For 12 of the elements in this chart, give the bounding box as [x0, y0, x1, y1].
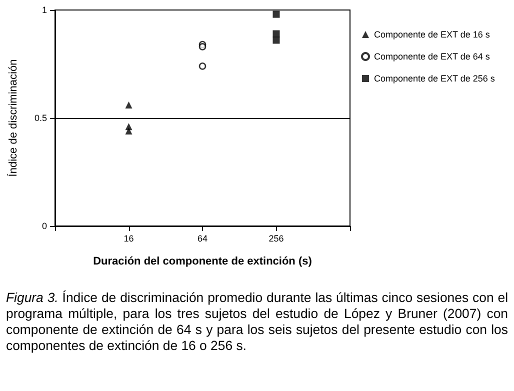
x-tick-label: 256: [268, 234, 284, 244]
x-tick-label: 16: [124, 234, 134, 244]
y-tick-label: 1: [42, 5, 47, 15]
y-tick-label: 0: [42, 221, 47, 231]
y-tick-label: 0.5: [34, 113, 47, 123]
x-tick-label: 64: [197, 234, 208, 244]
legend-label: Componente de EXT de 64 s: [374, 52, 490, 62]
legend-label: Componente de EXT de 256 s: [374, 74, 496, 84]
legend-label: Componente de EXT de 16 s: [374, 30, 490, 40]
x-axis-title: Duración del componente de extinción (s): [93, 256, 312, 268]
y-axis-title: Índice de discriminación: [6, 59, 20, 177]
text: Figura 3. Índice de discriminación promedio durante las últimas cinco sesiones con el programa múltiple, para los tres sujetos del estudio de López y Bruner (2007) con componente de extinción de 64 s y para los seis sujetos del presente estudio con los componentes de extinción de 16 o 256 s.: [6, 290, 508, 354]
